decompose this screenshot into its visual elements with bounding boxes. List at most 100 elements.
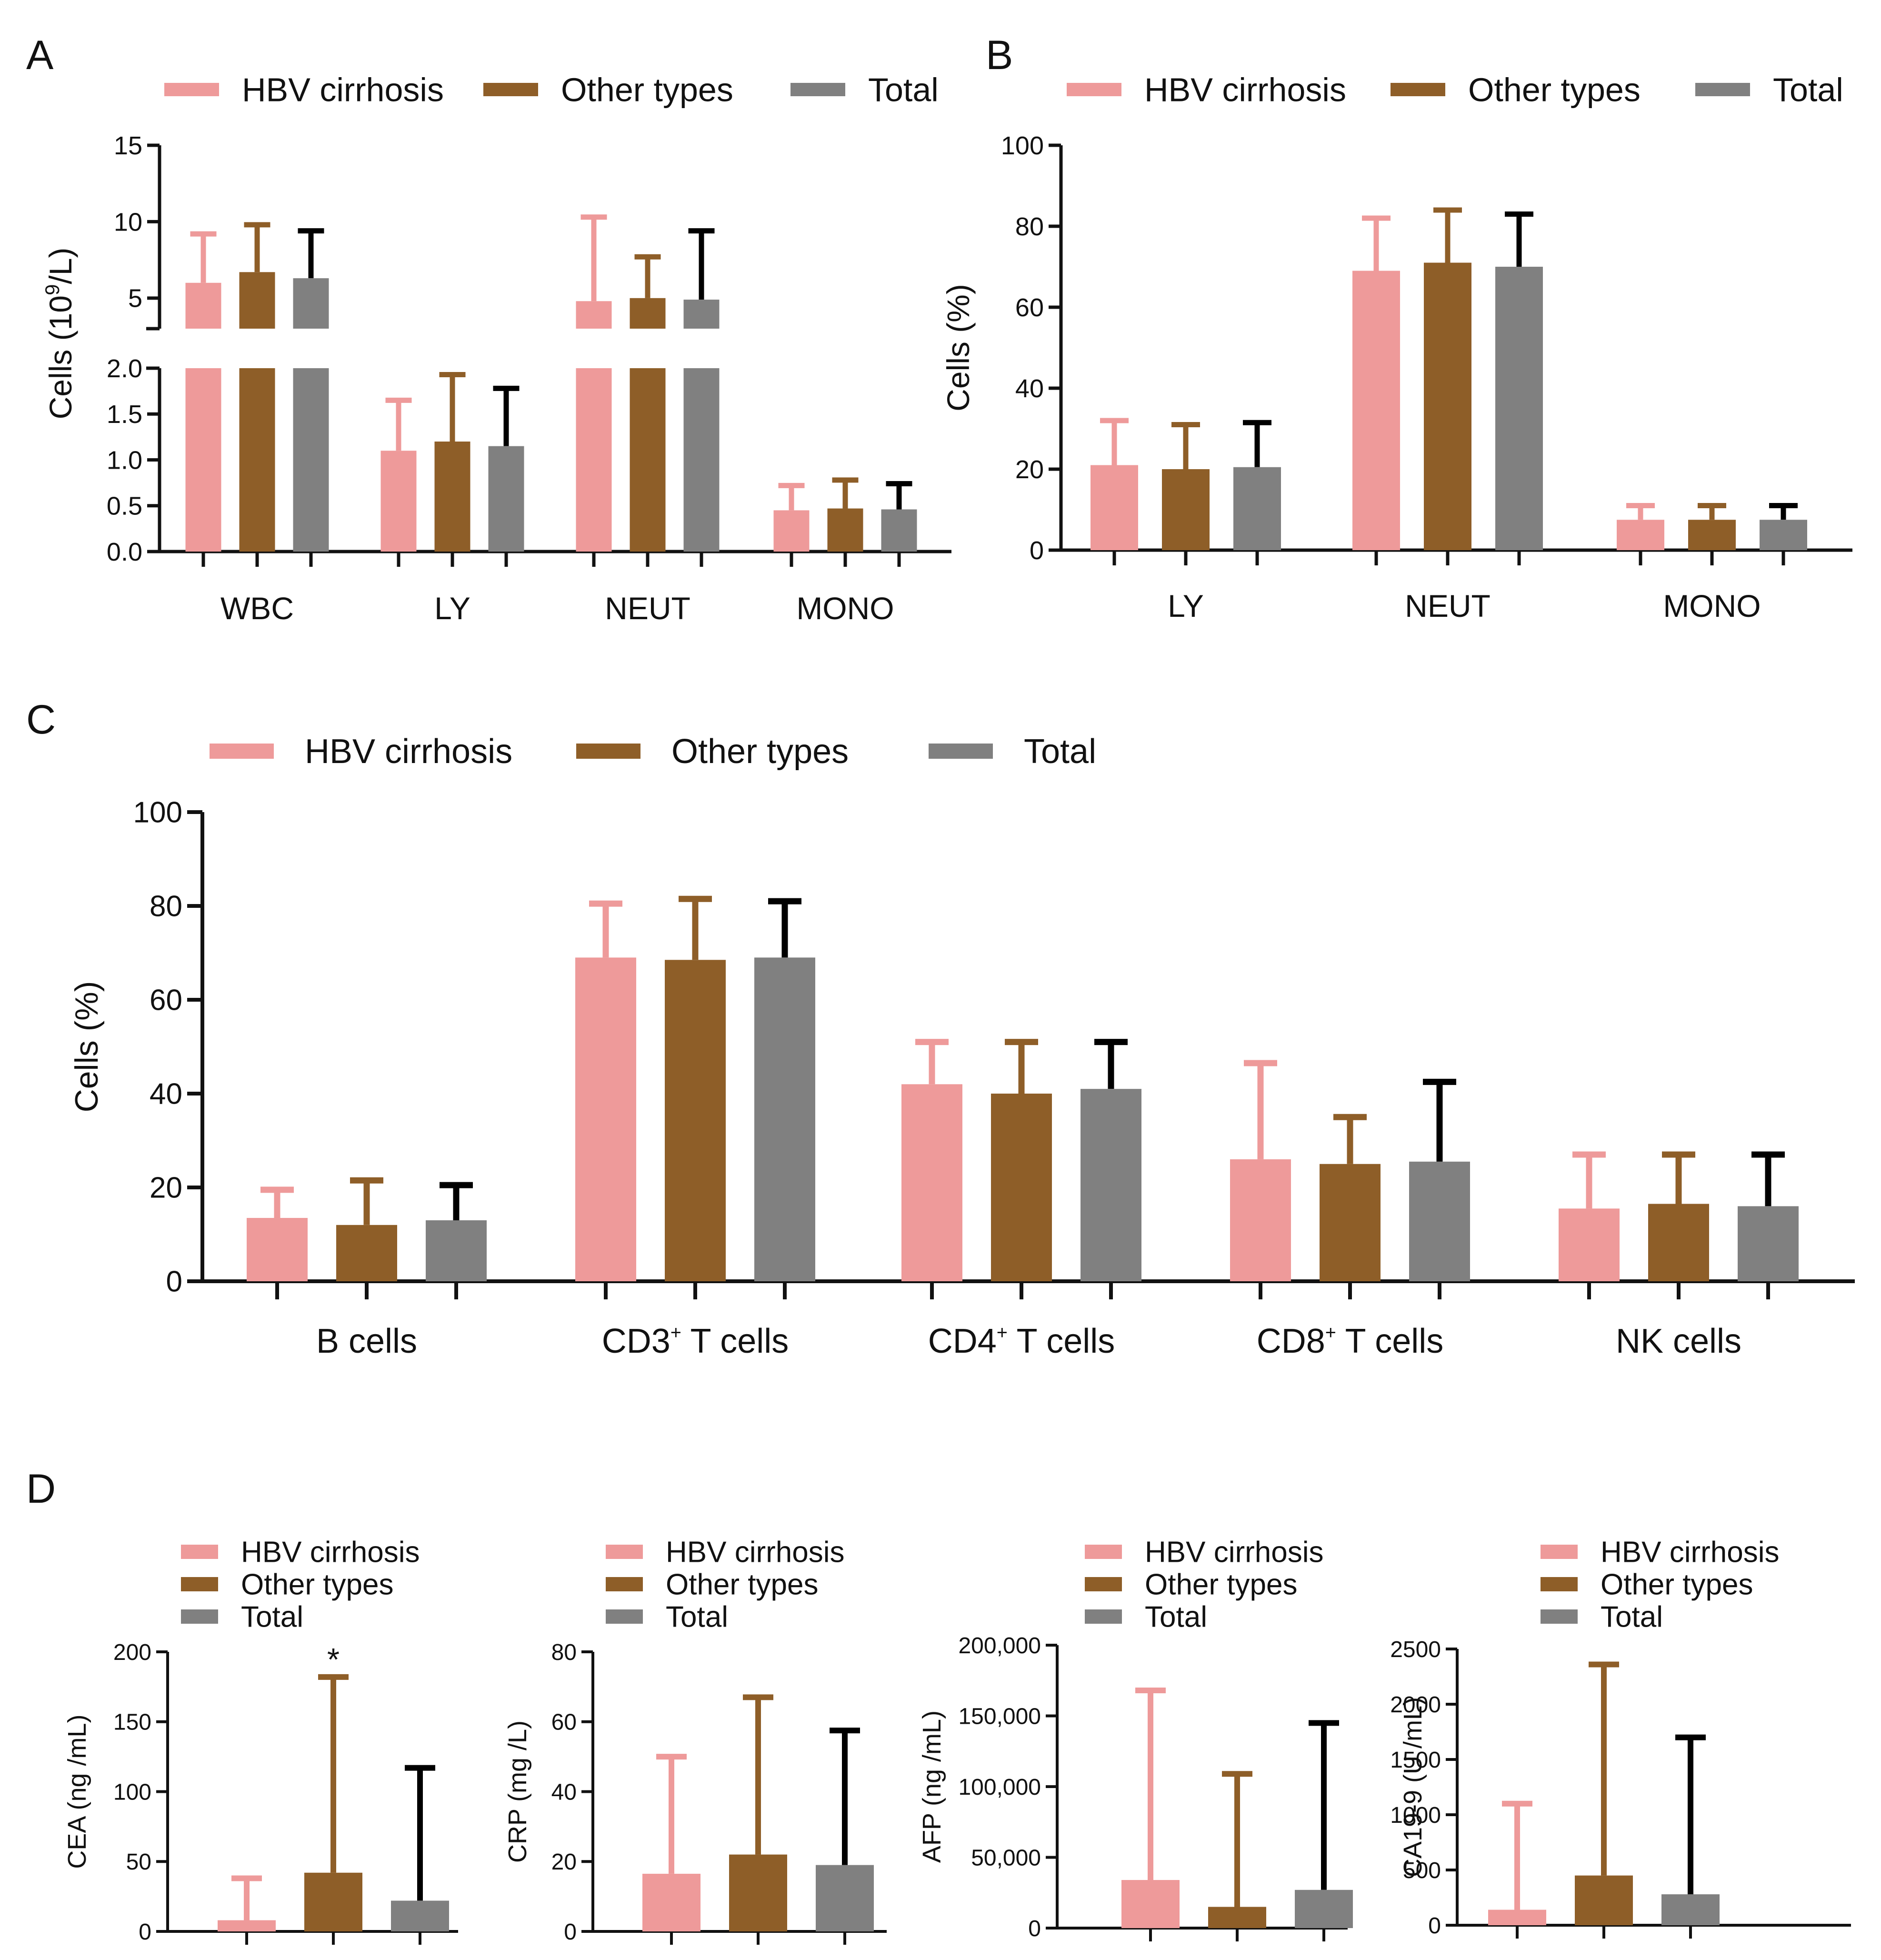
legend-swatch-hbv (1541, 1545, 1578, 1559)
y-tick-label: 10 (114, 208, 142, 236)
bar-other (991, 1094, 1052, 1281)
y-tick-label: 1000 (1390, 1803, 1441, 1828)
x-category-label: CD3+ T cells (602, 1322, 789, 1360)
bar-hbv (1230, 1159, 1291, 1281)
legend-swatch-hbv (164, 83, 219, 96)
legend-swatch-other (1541, 1577, 1578, 1591)
y-tick-label: 60 (1015, 293, 1044, 322)
bar-total (881, 509, 917, 552)
legend-label-total: Total (241, 1601, 303, 1634)
bar-other (1162, 469, 1210, 550)
y-tick-label: 50 (126, 1849, 151, 1875)
x-category-label: NEUT (605, 591, 690, 626)
y-tick-label: 0 (139, 1920, 151, 1945)
bar-other (239, 368, 275, 552)
y-tick-label: 0 (1028, 1916, 1041, 1941)
bar-other (1424, 262, 1471, 550)
bar-other (630, 368, 666, 552)
y-tick-label: 1.5 (107, 400, 142, 429)
legend-label-total: Total (1024, 733, 1096, 771)
y-tick-label: 150 (113, 1710, 151, 1735)
bar-hbv (185, 368, 221, 552)
y-tick-label: 1.0 (107, 446, 142, 474)
y-tick-label: 20 (1015, 455, 1044, 484)
y-tick-label: 2.0 (107, 354, 142, 383)
bar-total (1661, 1894, 1720, 1925)
x-category-label: CD4+ T cells (928, 1322, 1115, 1360)
x-category-label: LY (1168, 588, 1204, 623)
y-tick-label: 0 (1428, 1913, 1441, 1939)
category-text: T cells (681, 1322, 789, 1360)
panel-label-c: C (26, 697, 56, 743)
legend-swatch-total (1541, 1609, 1578, 1624)
bar-hbv-upper (185, 282, 221, 329)
legend-label-total: Total (1773, 71, 1843, 109)
bar-hbv (1559, 1208, 1620, 1281)
bar-total (816, 1865, 874, 1931)
bar-hbv (773, 510, 810, 552)
bar-total (1295, 1890, 1353, 1928)
x-category-label: NEUT (1405, 588, 1491, 623)
bar-other (1320, 1164, 1381, 1281)
bar-other (1648, 1204, 1709, 1281)
legend-swatch-other (181, 1577, 218, 1591)
bar-total (1409, 1161, 1470, 1281)
bar-hbv (218, 1920, 276, 1931)
bar-other (729, 1854, 787, 1931)
y-tick-label: 1500 (1390, 1748, 1441, 1773)
legend-swatch-total (606, 1609, 643, 1624)
legend-swatch-total (790, 83, 845, 96)
y-tick-label: 0 (1030, 536, 1044, 565)
panel-label-d: D (26, 1466, 56, 1512)
y-tick-label: 20 (551, 1849, 577, 1875)
legend-swatch-total (1695, 83, 1750, 96)
category-text: CD8 (1257, 1322, 1325, 1360)
panel-label-a: A (26, 32, 54, 78)
bar-other (665, 960, 726, 1281)
y-axis-label-part: /L) (43, 248, 78, 284)
y-tick-label: 100,000 (958, 1775, 1041, 1800)
category-superscript: + (997, 1322, 1008, 1343)
bar-hbv (1091, 465, 1138, 550)
y-axis-label: Cells (109/L) (41, 248, 78, 420)
category-superscript: + (1325, 1322, 1336, 1343)
legend-swatch-hbv (181, 1545, 218, 1559)
legend-swatch-other (483, 83, 538, 96)
bar-other (1208, 1907, 1266, 1928)
legend-label-total: Total (1601, 1601, 1663, 1634)
legend-label-hbv: HBV cirrhosis (242, 71, 444, 109)
y-tick-label: 20 (150, 1172, 182, 1205)
panel-d3: 200,000 150,000 100,000 50,000 0 AFP (ng /mL) (918, 1633, 1353, 1941)
bar-other-upper (630, 298, 666, 329)
y-tick-label: 200 (113, 1640, 151, 1665)
bar-other-upper (239, 272, 275, 329)
bar-total-upper (293, 278, 329, 329)
y-tick-label: 0 (166, 1266, 182, 1298)
legend-label-hbv: HBV cirrhosis (1145, 1536, 1324, 1569)
x-category-label: LY (434, 591, 470, 626)
panel-b: 100 80 60 40 20 0 Cells (%) LY NEUT MONO (940, 131, 1852, 623)
legend-label-other: Other types (561, 71, 733, 109)
category-text: B cells (316, 1322, 417, 1360)
y-axis-label: Cells (%) (69, 981, 105, 1113)
legend-label-other: Other types (1145, 1568, 1297, 1601)
bar-hbv (1352, 271, 1400, 550)
legend-swatch-total (1085, 1609, 1122, 1624)
bar-other (827, 508, 863, 552)
panel-a: 15 10 5 2.0 1.5 1.0 0.5 0.0 Cells (109/L) WBC LY NE… (41, 71, 951, 626)
legend-label-hbv: HBV cirrhosis (1601, 1536, 1780, 1569)
bar-hbv (576, 368, 612, 552)
x-category-label: B cells (316, 1322, 417, 1360)
bar-total (391, 1900, 449, 1931)
bar-total (488, 446, 524, 552)
legend-swatch-hbv (210, 744, 274, 759)
category-text: CD4 (928, 1322, 997, 1360)
y-tick-label: 80 (150, 890, 182, 923)
legend-swatch-other (1391, 83, 1445, 96)
